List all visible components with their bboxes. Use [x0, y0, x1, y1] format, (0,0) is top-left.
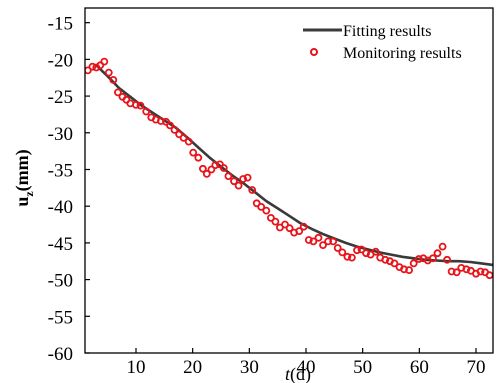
legend-marker-swatch — [310, 48, 318, 56]
x-tick-label: 70 — [467, 357, 486, 378]
monitoring-point — [85, 66, 92, 75]
monitoring-point — [271, 217, 280, 226]
monitoring-point — [224, 172, 233, 181]
monitoring-point — [189, 148, 198, 157]
monitoring-results-series — [85, 57, 493, 280]
monitoring-point — [438, 242, 447, 251]
monitoring-point — [371, 247, 380, 256]
x-axis-label: t(d) — [285, 364, 311, 383]
monitoring-point — [353, 246, 361, 255]
y-tick-label: -55 — [48, 307, 73, 328]
y-tick-label: -25 — [48, 87, 73, 108]
monitoring-point — [309, 237, 318, 246]
monitoring-point — [299, 222, 308, 231]
y-tick-label: -45 — [48, 234, 73, 255]
monitoring-point — [132, 101, 140, 109]
y-tick-label: -50 — [48, 271, 73, 292]
monitoring-point — [443, 255, 452, 264]
legend: Fitting results Monitoring results — [303, 23, 462, 62]
monitoring-point — [239, 175, 248, 183]
monitoring-point — [248, 186, 257, 194]
monitoring-point — [295, 227, 304, 236]
monitoring-point — [230, 177, 238, 186]
monitoring-point — [428, 254, 437, 263]
monitoring-point — [100, 57, 109, 66]
monitoring-point — [257, 202, 266, 211]
monitoring-point — [485, 271, 493, 280]
monitoring-point — [347, 253, 356, 262]
monitoring-point — [202, 169, 211, 178]
monitoring-point — [285, 224, 294, 233]
plot-frame — [84, 7, 494, 354]
monitoring-point — [304, 236, 313, 244]
monitoring-point — [142, 107, 151, 116]
monitoring-point — [462, 265, 471, 274]
monitoring-point — [104, 68, 113, 77]
monitoring-point — [433, 249, 442, 258]
monitoring-point — [219, 164, 228, 172]
y-tick-label: -15 — [48, 14, 73, 35]
monitoring-point — [333, 244, 342, 252]
monitoring-point — [207, 165, 216, 174]
x-tick-label: 20 — [183, 357, 202, 378]
monitoring-point — [381, 255, 390, 264]
monitoring-point — [234, 181, 243, 190]
monitoring-point — [198, 164, 207, 173]
x-axis: 10 20 30 40 50 60 70 — [127, 348, 486, 378]
y-tick-label: -35 — [48, 160, 73, 181]
monitoring-point — [114, 88, 122, 97]
monitoring-point — [243, 173, 252, 182]
y-tick-label: -30 — [48, 124, 73, 145]
legend-label-monitoring: Monitoring results — [343, 45, 462, 62]
y-tick-label: -40 — [48, 197, 73, 218]
monitoring-point — [362, 249, 371, 258]
monitoring-point — [262, 206, 271, 215]
monitoring-point — [357, 245, 366, 254]
monitoring-point — [314, 233, 323, 242]
monitoring-point — [88, 62, 97, 71]
monitoring-point — [211, 161, 220, 170]
monitoring-point — [338, 248, 347, 257]
monitoring-point — [390, 259, 399, 268]
x-tick-label: 10 — [127, 357, 146, 378]
x-tick-label: 50 — [353, 357, 372, 378]
legend-label-fitting: Fitting results — [343, 23, 431, 40]
monitoring-point — [179, 133, 188, 142]
x-tick-label: 40 — [297, 357, 316, 378]
monitoring-point — [414, 255, 423, 263]
monitoring-point — [329, 237, 338, 246]
monitoring-point — [476, 267, 485, 276]
x-tick-label: 30 — [240, 357, 259, 378]
monitoring-point — [409, 259, 418, 268]
y-axis-label: uz(mm) — [12, 149, 36, 206]
monitoring-point — [405, 266, 414, 275]
monitoring-point — [319, 241, 327, 250]
monitoring-point — [266, 213, 275, 222]
y-tick-label: -20 — [48, 50, 73, 71]
monitoring-point — [184, 137, 193, 146]
y-axis: -15 -20 -25 -30 -35 -40 -45 -50 -55 -60 — [48, 14, 90, 365]
monitoring-point — [170, 125, 179, 134]
monitoring-point — [166, 121, 174, 130]
y-tick-label: -60 — [48, 344, 73, 365]
monitoring-point — [343, 252, 352, 261]
monitoring-point — [452, 268, 461, 277]
x-tick-label: 60 — [410, 357, 429, 378]
monitoring-point — [281, 220, 289, 229]
monitoring-point — [194, 153, 203, 162]
monitoring-point — [109, 76, 118, 84]
monitoring-point — [136, 101, 145, 110]
